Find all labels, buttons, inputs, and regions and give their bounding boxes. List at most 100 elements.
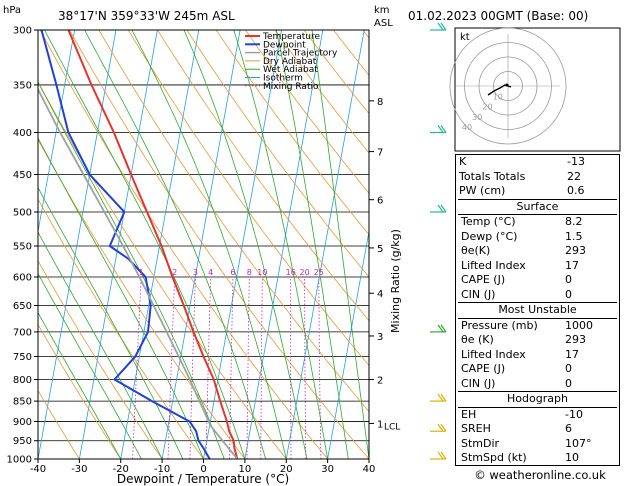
wind-barb xyxy=(430,22,447,31)
mixing-ratio-label: 8 xyxy=(247,268,252,277)
wind-barb-flag xyxy=(437,393,444,402)
hodograph-param-value: 107° xyxy=(565,436,592,450)
wind-barb xyxy=(430,393,447,402)
temp-tick-label: 20 xyxy=(280,464,293,475)
wind-barb-flag xyxy=(440,423,447,432)
isotherm xyxy=(285,30,365,459)
wind-barb-flag xyxy=(440,451,447,460)
most-unstable-title: Most Unstable xyxy=(458,303,617,319)
pressure-tick-label: 850 xyxy=(13,397,32,408)
hodograph-param-row: StmDir 107° xyxy=(458,437,617,452)
dry-adiabat xyxy=(274,30,369,154)
wet-adiabat xyxy=(84,30,266,459)
wet-adiabat xyxy=(276,30,349,459)
wet-adiabat xyxy=(38,186,184,459)
surface-label: Dewp (°C) xyxy=(461,229,518,243)
datetime-title: 01.02.2023 00GMT (Base: 00) xyxy=(408,9,588,23)
x-axis-label: Dewpoint / Temperature (°C) xyxy=(117,472,289,486)
hpa-label: hPa xyxy=(3,5,21,16)
hodograph-ring-label: 20 xyxy=(482,103,492,112)
wind-barb-flag xyxy=(437,451,444,460)
parcel-trajectory-line xyxy=(38,87,239,459)
hodograph-frame xyxy=(454,27,621,152)
hodograph-param-value: -10 xyxy=(565,407,583,421)
surface-row: θe(K) 293 xyxy=(458,244,617,259)
temp-tick-label: -40 xyxy=(30,464,46,475)
wind-barb xyxy=(430,423,447,432)
y-axis-label: Mixing Ratio (g/kg) xyxy=(389,229,402,333)
mixing-ratio-label: 4 xyxy=(208,268,213,277)
temp-tick-label: 0 xyxy=(200,464,206,475)
temp-tick-label: -20 xyxy=(113,464,129,475)
wind-barb xyxy=(430,125,447,134)
dry-adiabat xyxy=(39,30,328,459)
most-unstable-label: Lifted Index xyxy=(461,347,526,361)
most-unstable-label: CAPE (J) xyxy=(461,362,506,375)
wind-barb-flag xyxy=(440,204,447,213)
pressure-tick-label: 900 xyxy=(13,417,32,428)
hodograph-param-label: StmSpd (kt) xyxy=(461,451,527,464)
hodograph-ring-label: 10 xyxy=(493,92,503,101)
isotherm xyxy=(203,30,282,459)
km-tick-label: 3 xyxy=(377,332,383,343)
dry-adiabat xyxy=(98,30,369,413)
storm-motion-marker xyxy=(505,83,509,87)
dry-adiabat xyxy=(38,198,204,459)
wind-barb-flag xyxy=(437,125,444,133)
wet-adiabat xyxy=(38,231,163,459)
most-unstable-row: θe (K) 293 xyxy=(458,333,617,348)
index-value: -13 xyxy=(567,155,585,168)
wet-adiabat xyxy=(131,30,287,459)
most-unstable-row: Pressure (mb) 1000 xyxy=(458,319,617,334)
temp-tick-label: -30 xyxy=(71,464,87,475)
hodograph-param-value: 10 xyxy=(565,451,579,464)
dry-adiabat xyxy=(38,80,287,459)
surface-label: CIN (J) xyxy=(461,287,496,301)
mixing-ratio-label: 2 xyxy=(172,268,177,277)
wind-barb-flag xyxy=(437,423,444,432)
mixing-ratio-line xyxy=(167,276,176,459)
wet-adiabat xyxy=(311,30,369,459)
km-tick-label: 1 xyxy=(377,419,383,430)
hodograph-ring-label: 40 xyxy=(462,123,472,132)
hodograph-section: Hodograph EH -10 SREH 6 StmDir 107° StmSpd (kt… xyxy=(458,391,617,466)
surface-section: Surface Temp (°C) 8.2 Dewp (°C) 1.5 θe(K) 293… xyxy=(458,198,617,303)
mixing-ratio-label: 25 xyxy=(314,268,324,277)
wet-adiabat xyxy=(38,311,122,459)
hodograph-title: Hodograph xyxy=(458,392,617,408)
wind-barb-flag xyxy=(437,204,444,213)
wind-barb-flag xyxy=(440,393,447,402)
isotherm xyxy=(38,30,76,234)
pressure-tick-label: 350 xyxy=(13,80,32,91)
dry-adiabat xyxy=(186,30,369,278)
mixing-ratio-line xyxy=(189,276,196,459)
mixing-ratio-label: 16 xyxy=(286,268,296,277)
hodograph-param-label: StmDir xyxy=(461,436,500,450)
dry-adiabat xyxy=(215,30,369,236)
surface-value: 0 xyxy=(565,273,572,286)
most-unstable-row: CAPE (J) 0 xyxy=(458,362,617,377)
isotherm xyxy=(327,229,369,459)
dry-adiabat xyxy=(38,389,80,459)
most-unstable-value: 0 xyxy=(565,376,572,390)
asl-label: ASL xyxy=(374,18,393,29)
surface-label: CAPE (J) xyxy=(461,273,506,286)
km-label: km xyxy=(374,5,390,16)
mixing-ratio-label: 10 xyxy=(257,268,267,277)
pressure-tick-label: 300 xyxy=(13,26,32,37)
most-unstable-label: Pressure (mb) xyxy=(461,318,538,332)
hodograph-param-row: StmSpd (kt) 10 xyxy=(458,451,617,466)
legend-entry: Dewpoint xyxy=(263,40,306,50)
wet-adiabat xyxy=(183,30,308,459)
wind-barb-flag xyxy=(440,324,447,333)
copyright: © weatheronline.co.uk xyxy=(474,468,606,482)
isotherm xyxy=(120,30,200,459)
mixing-ratio-label: 6 xyxy=(230,268,235,277)
hodograph-param-label: EH xyxy=(461,407,477,421)
pressure-tick-label: 1000 xyxy=(7,455,32,466)
temp-tick-label: -10 xyxy=(154,464,170,475)
pressure-tick-label: 600 xyxy=(13,272,32,283)
km-tick-label: 6 xyxy=(377,196,383,207)
pressure-tick-label: 550 xyxy=(13,241,32,252)
